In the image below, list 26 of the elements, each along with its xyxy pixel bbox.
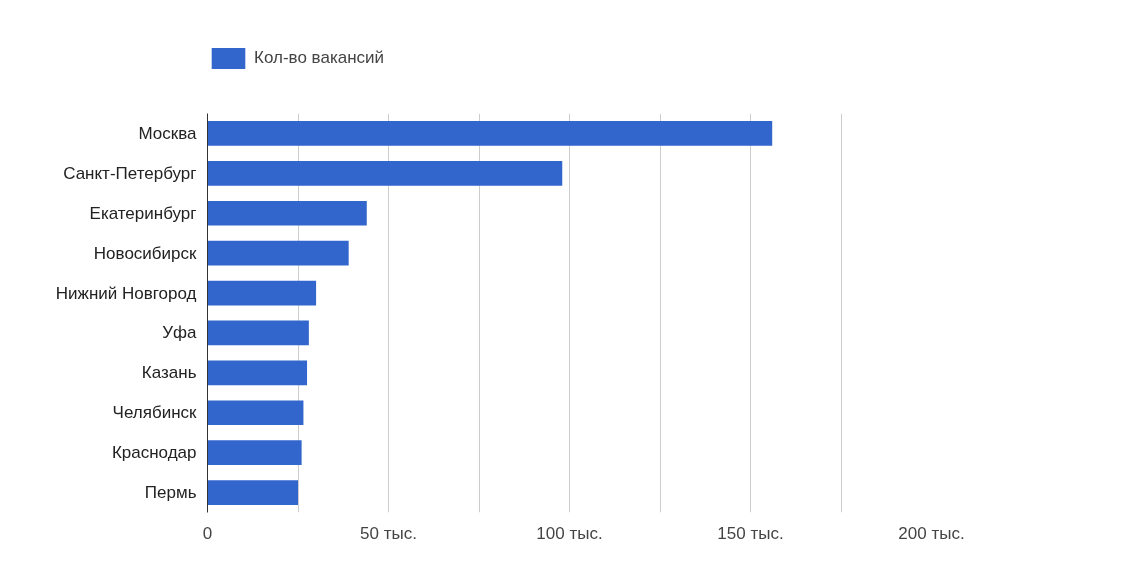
y-tick-label: Москва [138, 123, 198, 143]
x-tick-label: 100 тыс. [536, 523, 603, 543]
y-tick-label: Пермь [144, 483, 197, 503]
bar [207, 240, 349, 266]
x-tick-label: 50 тыс. [360, 523, 417, 543]
bar [207, 400, 304, 426]
y-tick-label: Казань [141, 363, 197, 383]
y-tick-label: Новосибирск [93, 243, 198, 263]
x-tick-label: 150 тыс. [717, 523, 784, 543]
y-tick-label: Санкт-Петербург [63, 163, 197, 183]
y-tick-label: Екатеринбург [89, 203, 197, 223]
bar [207, 160, 563, 186]
legend-label: Кол-во вакансий [254, 48, 385, 68]
bar [207, 440, 302, 466]
y-tick-label: Уфа [162, 323, 198, 343]
bar [207, 200, 367, 226]
bar [207, 320, 309, 346]
y-tick-label: Нижний Новгород [55, 283, 197, 303]
bar [207, 121, 773, 146]
bar [207, 480, 298, 505]
bar [207, 360, 308, 386]
bar [207, 280, 317, 306]
x-tick-label: 200 тыс. [898, 523, 965, 543]
y-tick-label: Краснодар [111, 443, 197, 463]
y-tick-label: Челябинск [112, 403, 198, 423]
x-tick-label: 0 [202, 523, 213, 543]
